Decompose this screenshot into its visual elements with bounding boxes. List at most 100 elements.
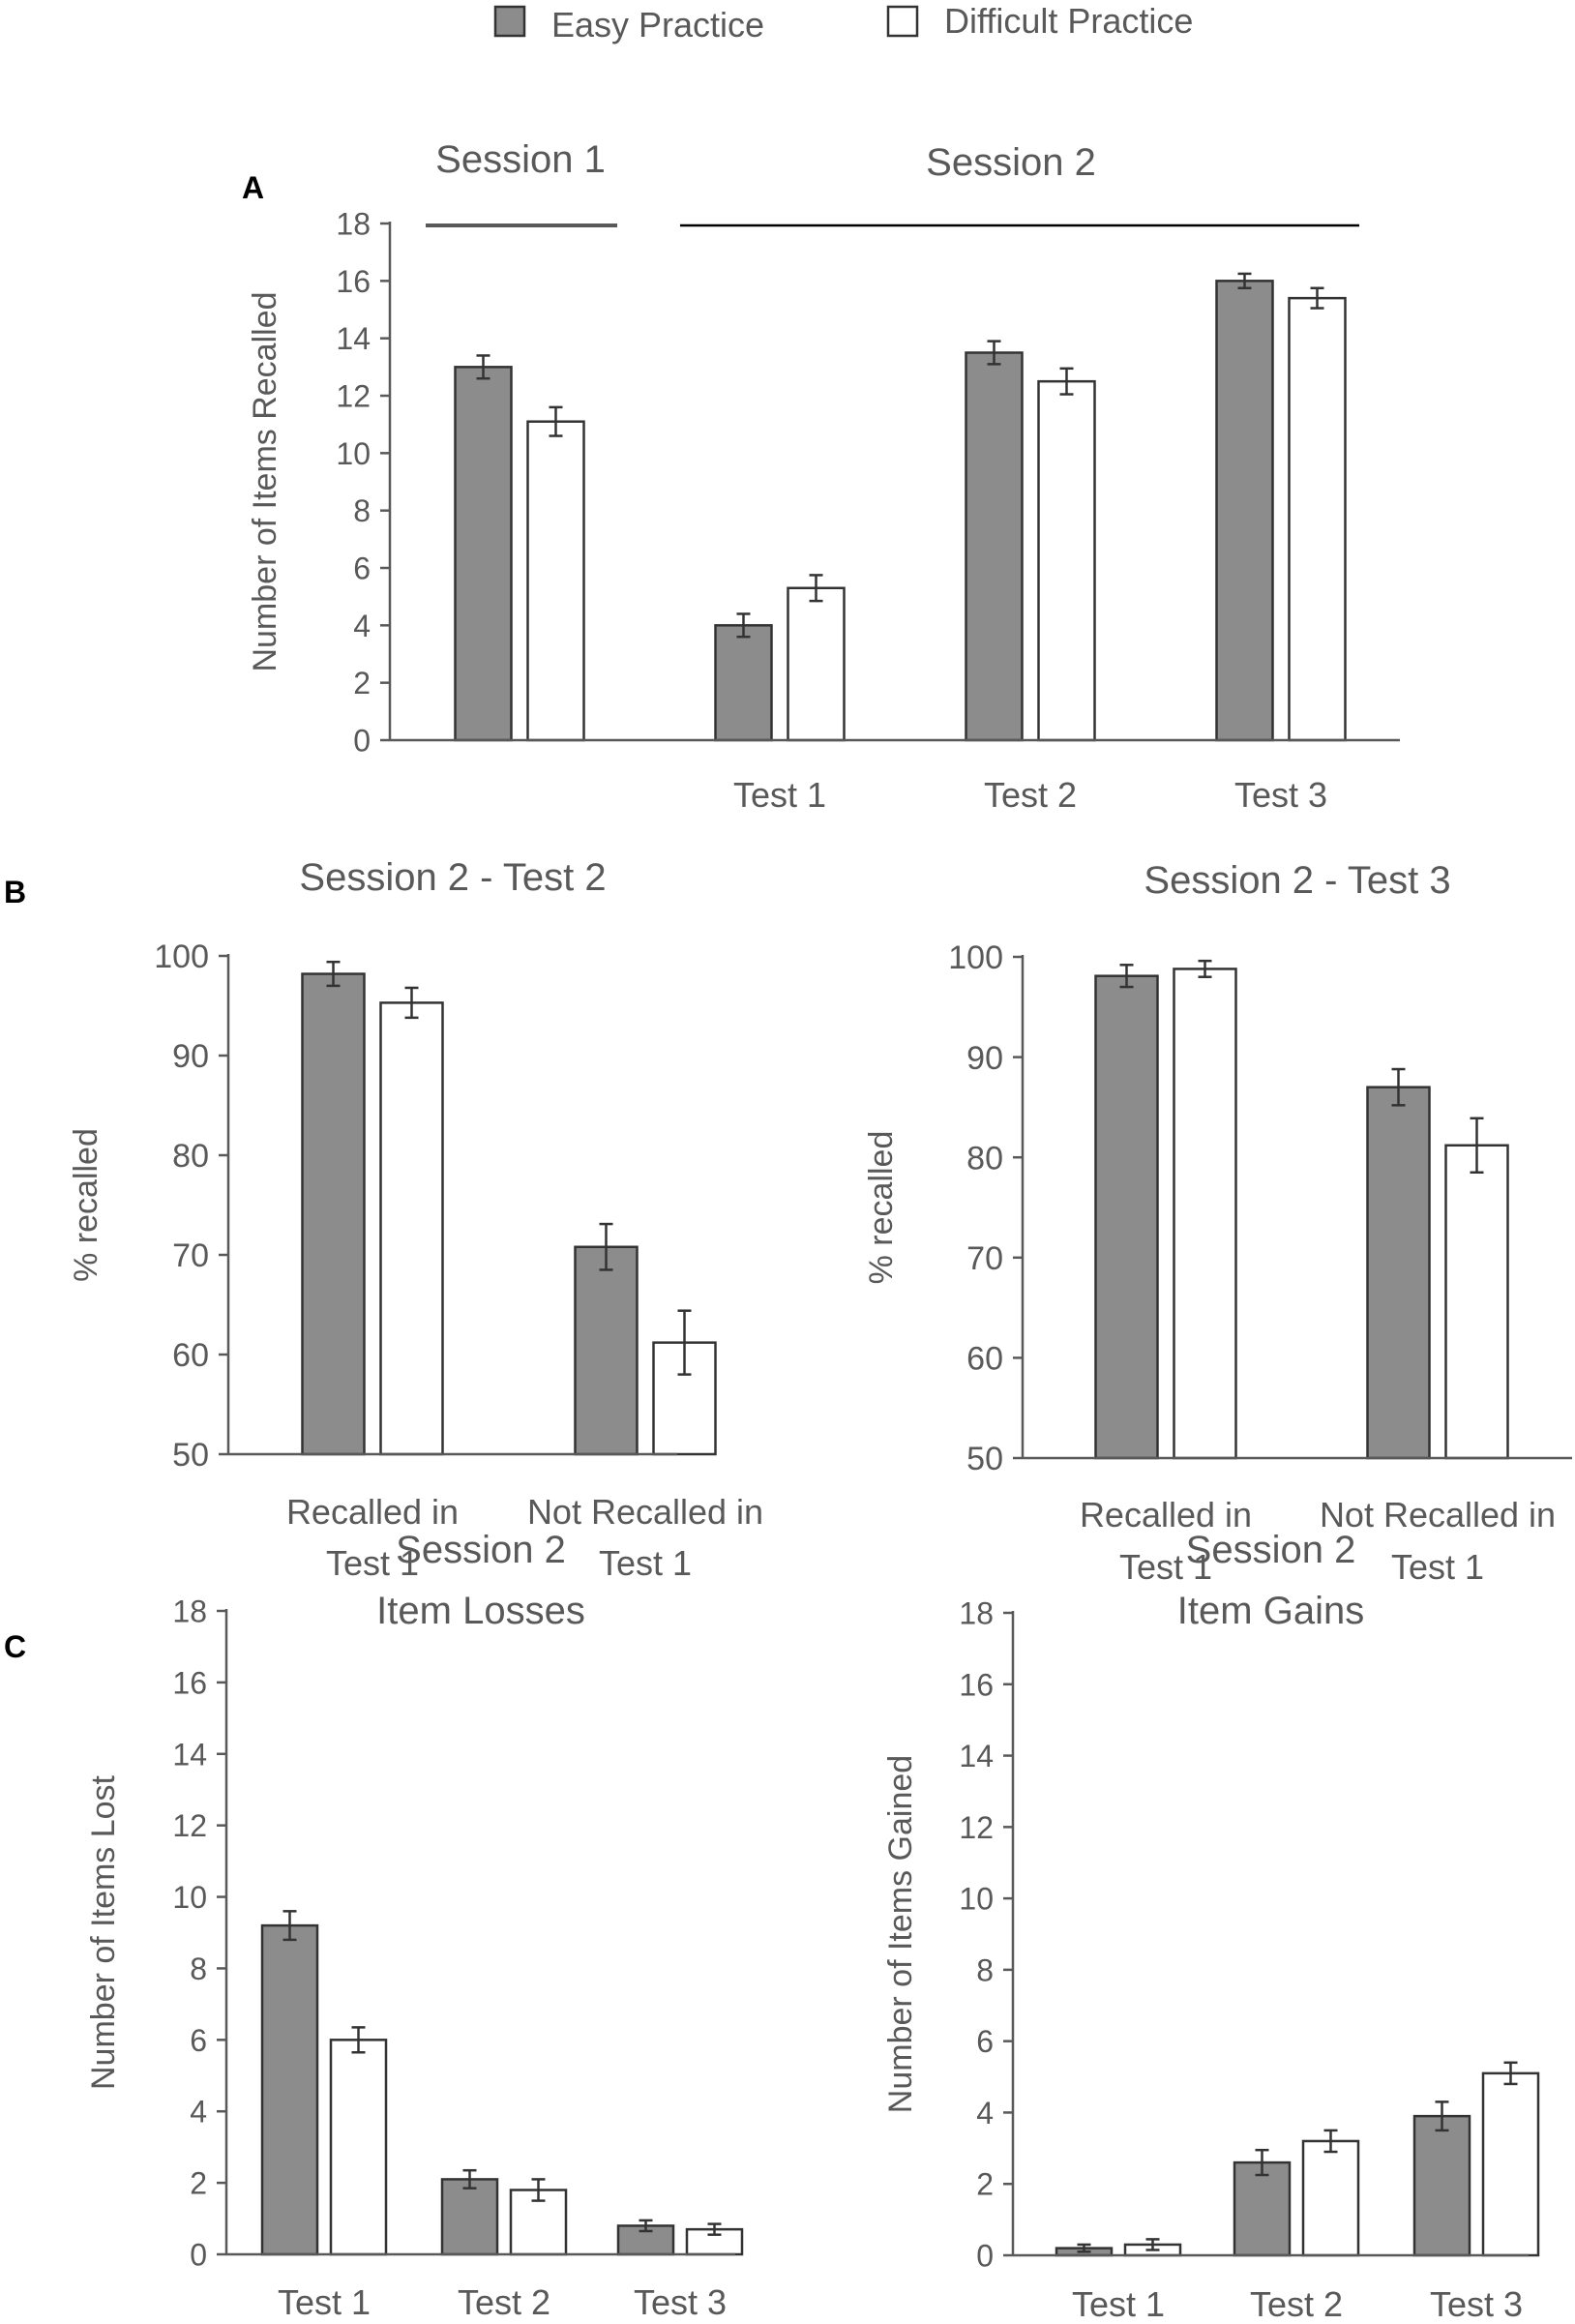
y-tick-label: 10 bbox=[172, 1880, 207, 1915]
chart-title: Session 2 - Test 3 bbox=[1144, 859, 1450, 902]
bar-easy bbox=[260, 1923, 319, 2256]
x-category-label: Not Recalled in bbox=[1320, 1495, 1556, 1534]
error-bar bbox=[549, 405, 563, 437]
y-tick-label: 18 bbox=[336, 207, 371, 242]
error-bar bbox=[707, 2222, 722, 2236]
y-tick-label: 2 bbox=[190, 2166, 207, 2201]
y-axis-label: Number of Items Gained bbox=[882, 1755, 919, 2113]
legend-easy-label: Easy Practice bbox=[551, 5, 764, 45]
chart-c-gains: Session 2 Item Gains 0 2 4 6 8 10 12 14 16 18 Number… bbox=[882, 1529, 1540, 2324]
error-bar bbox=[1310, 286, 1324, 310]
error-bar bbox=[476, 354, 490, 380]
x-category-label: Recalled in bbox=[1080, 1495, 1252, 1534]
y-tick-label: 16 bbox=[336, 264, 371, 299]
x-category-label: Test 1 bbox=[326, 1543, 419, 1583]
error-bar bbox=[1145, 2238, 1160, 2251]
y-tick-label: 100 bbox=[154, 939, 209, 975]
error-bar bbox=[462, 2168, 477, 2190]
x-category-label: Test 2 bbox=[1250, 2284, 1343, 2324]
y-tick-label: 12 bbox=[336, 379, 371, 414]
y-tick-label: 16 bbox=[172, 1665, 207, 1700]
y-tick-label: 18 bbox=[172, 1594, 207, 1629]
bar-difficult bbox=[652, 1341, 717, 1456]
bar-difficult bbox=[526, 420, 585, 742]
x-category-label: Test 1 bbox=[1072, 2284, 1165, 2324]
error-bar bbox=[351, 2026, 366, 2054]
error-bar bbox=[1077, 2243, 1091, 2253]
x-category-label: Test 1 bbox=[1391, 1547, 1484, 1587]
bar-difficult bbox=[1288, 296, 1347, 742]
x-category-label: Test 3 bbox=[1234, 775, 1327, 815]
x-category-label: Test 1 bbox=[1119, 1547, 1212, 1587]
bar-difficult bbox=[1481, 2071, 1540, 2257]
error-bar bbox=[1119, 964, 1134, 989]
y-tick-label: 2 bbox=[353, 666, 371, 700]
error-bar bbox=[1255, 2148, 1269, 2177]
y-tick-label: 60 bbox=[172, 1337, 209, 1374]
bar-difficult bbox=[329, 2039, 388, 2256]
chart-subtitle: Item Gains bbox=[1177, 1590, 1364, 1632]
y-tick-label: 8 bbox=[190, 1952, 207, 1986]
y-tick-label: 8 bbox=[353, 493, 371, 528]
error-bar bbox=[736, 612, 751, 639]
legend-difficult-label: Difficult Practice bbox=[944, 1, 1193, 41]
error-bar bbox=[677, 1309, 692, 1376]
y-tick-label: 12 bbox=[959, 1810, 994, 1845]
chart-title: Session 2 bbox=[1186, 1529, 1356, 1571]
y-axis-label: Number of Items Lost bbox=[85, 1774, 122, 2090]
bar-difficult bbox=[1173, 968, 1237, 1460]
y-tick-label: 0 bbox=[353, 724, 371, 759]
chart-title: Session 2 - Test 2 bbox=[299, 856, 606, 899]
bar-easy bbox=[1366, 1086, 1431, 1460]
y-tick-label: 100 bbox=[948, 939, 1003, 976]
error-bar bbox=[639, 2219, 653, 2233]
bar-easy bbox=[574, 1245, 639, 1456]
x-category-label: Recalled in bbox=[286, 1492, 459, 1532]
chart-c-losses: Session 2 Item Losses 0 2 4 6 8 10 12 14 16 18 Numbe… bbox=[85, 1529, 744, 2322]
y-tick-label: 8 bbox=[976, 1952, 994, 1987]
chart-b-test3: Session 2 - Test 3 50 60 70 80 90 100 % recalle… bbox=[863, 859, 1572, 1587]
y-tick-label: 12 bbox=[172, 1808, 207, 1843]
error-bar bbox=[282, 1910, 297, 1942]
bar-easy bbox=[1233, 2160, 1292, 2257]
bar-easy bbox=[1215, 280, 1274, 742]
y-tick-label: 50 bbox=[966, 1441, 1003, 1477]
y-tick-label: 50 bbox=[172, 1437, 209, 1474]
x-category-label: Test 2 bbox=[984, 775, 1077, 815]
session-headers: Session 1 Session 2 bbox=[426, 138, 1359, 227]
bar-easy bbox=[301, 972, 366, 1456]
bar-easy bbox=[714, 624, 773, 742]
x-category-label: Test 1 bbox=[733, 775, 826, 815]
panel-letter-c: C bbox=[4, 1629, 26, 1664]
y-tick-label: 70 bbox=[172, 1237, 209, 1274]
error-bar bbox=[987, 340, 1001, 366]
panel-letter-b: B bbox=[4, 875, 26, 909]
bar-difficult bbox=[1444, 1144, 1509, 1460]
y-axis-label: Number of Items Recalled bbox=[247, 291, 283, 671]
error-bar bbox=[1237, 272, 1252, 289]
y-tick-label: 0 bbox=[190, 2238, 207, 2273]
y-tick-label: 4 bbox=[190, 2095, 207, 2130]
bar-difficult bbox=[379, 1001, 444, 1456]
error-bar bbox=[404, 986, 419, 1020]
bar-easy bbox=[454, 366, 513, 742]
bar-easy bbox=[1094, 974, 1159, 1460]
legend: Easy Practice Difficult Practice bbox=[493, 1, 1193, 45]
error-bar bbox=[1391, 1067, 1406, 1107]
y-tick-label: 10 bbox=[959, 1882, 994, 1917]
chart-title: Session 2 bbox=[396, 1529, 566, 1571]
x-category-label: Test 3 bbox=[634, 2282, 727, 2322]
legend-easy-swatch bbox=[493, 5, 526, 38]
y-tick-label: 6 bbox=[976, 2024, 994, 2059]
y-tick-label: 14 bbox=[959, 1739, 994, 1773]
y-tick-label: 90 bbox=[172, 1038, 209, 1075]
session-2-label: Session 2 bbox=[926, 141, 1096, 184]
error-bar bbox=[1198, 959, 1212, 978]
y-tick-label: 90 bbox=[966, 1040, 1003, 1077]
y-tick-label: 14 bbox=[336, 321, 371, 356]
bar-difficult bbox=[787, 586, 846, 742]
y-axis-label: % recalled bbox=[68, 1128, 104, 1282]
y-tick-label: 70 bbox=[966, 1240, 1003, 1277]
y-tick-label: 80 bbox=[966, 1140, 1003, 1177]
